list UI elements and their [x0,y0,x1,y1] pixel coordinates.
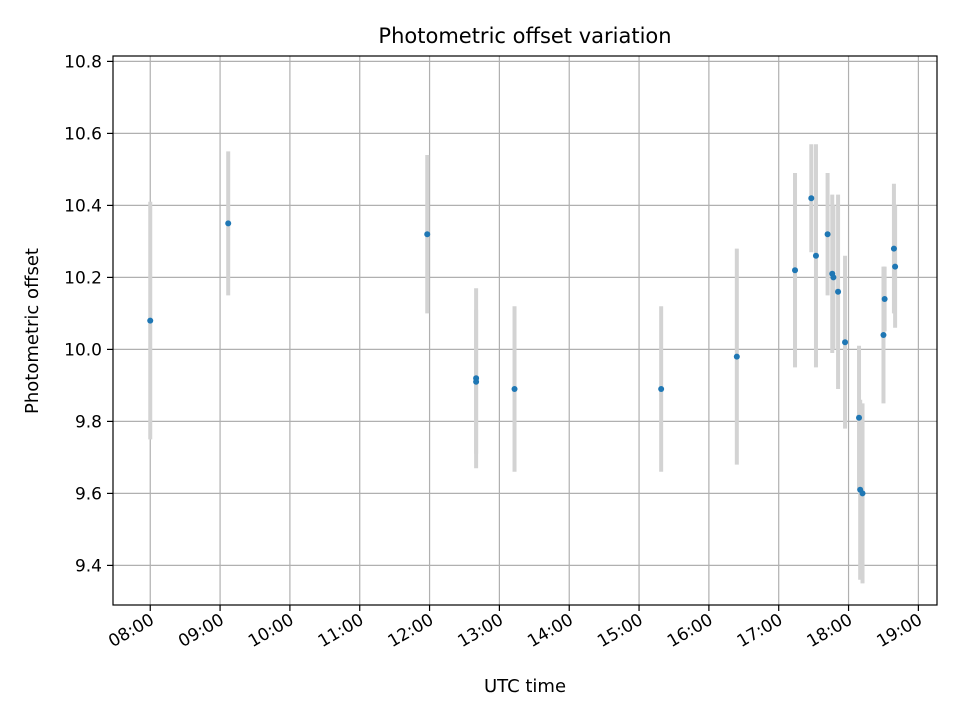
data-point [473,378,480,385]
x-tick-label: 08:00 [105,610,157,652]
data-point [792,267,799,274]
plot-frame [112,55,938,606]
y-tick-label: 9.6 [75,484,102,504]
y-tick-label: 10.6 [64,124,102,144]
x-tick-label: 13:00 [454,610,506,652]
data-point [859,490,866,497]
y-tick-label: 9.8 [75,412,102,432]
data-point [812,252,819,259]
data-point [842,339,849,346]
data-point [880,332,887,338]
x-tick-label: 10:00 [245,610,297,652]
x-tick-label: 16:00 [664,610,716,652]
y-tick-label: 10.0 [64,340,102,360]
data-point [808,195,815,202]
data-point [830,274,837,281]
data-point [835,288,842,295]
x-axis-ticks: 08:00 09:00 10:00 11:00 12:00 13:00 14:00 15:00… [105,605,926,652]
y-axis-label: Photometric offset [22,248,43,414]
y-axis-ticks: 9.4 9.6 9.8 10.0 10.2 10.4 10.6 10.8 [64,52,113,576]
x-tick-label: 11:00 [315,610,367,652]
x-tick-label: 19:00 [873,610,925,652]
data-point [147,317,154,324]
y-tick-label: 10.2 [64,268,102,288]
data-point [225,220,232,227]
x-tick-label: 18:00 [804,610,856,652]
data-point [892,263,899,270]
x-axis-label: UTC time [484,676,566,697]
x-tick-label: 09:00 [175,610,227,652]
y-tick-label: 10.4 [64,196,102,216]
y-tick-label: 9.4 [75,556,102,576]
x-tick-label: 17:00 [734,610,786,652]
data-point [424,231,431,238]
grid [113,56,937,605]
x-tick-label: 12:00 [385,610,437,652]
y-tick-label: 10.8 [64,52,102,72]
data-point [856,414,863,421]
data-point [658,386,665,392]
x-tick-label: 14:00 [524,610,576,652]
data-point [881,296,888,302]
data-point [511,386,518,392]
data-point [890,245,897,252]
data-point [733,353,740,360]
error-bars [148,144,898,584]
data-points [147,195,899,497]
x-tick-label: 15:00 [594,610,646,652]
data-point [824,231,831,238]
chart-title: Photometric offset variation [378,24,671,48]
